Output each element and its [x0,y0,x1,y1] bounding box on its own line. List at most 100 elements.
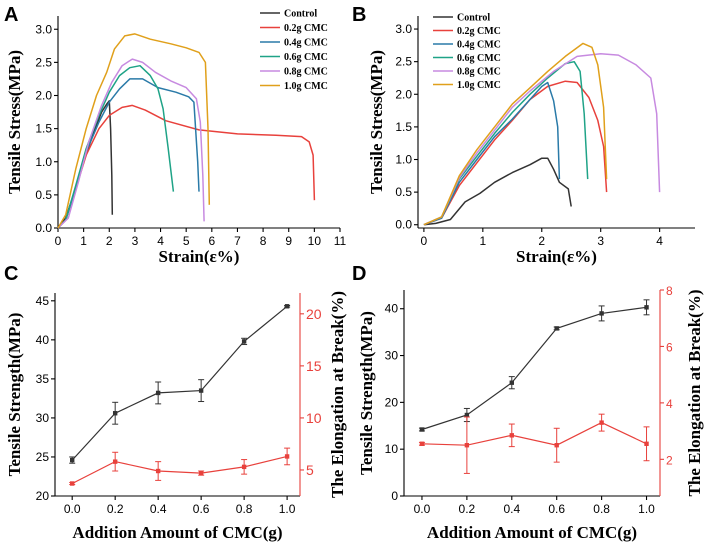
data-point-marker [419,441,425,446]
x-tick-label: 11 [334,234,347,248]
x-tick-label: 2 [106,234,113,248]
y2-axis-title: The Elongation at Break(%) [328,291,347,498]
y2-tick-label: 15 [306,358,322,374]
x-tick-label: 2 [538,234,545,248]
y-tick-label: 0.0 [395,218,412,232]
x-axis-title: Addition Amount of CMC(g) [427,523,637,542]
series-line-0-2g-cmc [423,80,608,226]
x-tick-label: 0.4 [503,502,520,516]
series-line-0-8g-cmc [423,53,661,226]
y-tick-label: 1.5 [35,122,52,136]
data-point-marker [112,411,118,416]
y-tick-label: 3.0 [35,22,52,36]
data-point-marker [241,464,247,470]
panel-letter-d: D [352,263,366,285]
series-line-strength [71,305,288,461]
y2-tick-label: 20 [306,306,322,322]
y-tick-label: 1.0 [395,153,412,167]
y-tick-label: 2.0 [395,87,412,101]
x-tick-label: 0.6 [548,502,565,516]
x-tick-label: 0.8 [236,502,253,516]
data-point-marker [644,441,649,446]
x-tick-label: 7 [234,234,241,248]
x-tick-label: 0 [421,234,428,248]
x-tick-label: 0.4 [150,502,167,516]
legend-entry: Control [457,13,490,24]
legend-entry: 0.2g CMC [284,23,328,34]
y-tick-label: 2.5 [35,55,52,69]
legend-entry: 0.8g CMC [284,67,328,78]
legend-entry: 0.4g CMC [284,38,328,49]
data-point-marker [554,443,559,448]
series-line-control [423,157,572,226]
y-tick-label: 35 [36,372,50,386]
series-line-elongation [71,455,288,485]
x-axis-title: Addition Amount of CMC(g) [72,523,282,542]
data-point-marker [284,304,290,309]
x-tick-label: 0.0 [414,502,431,516]
panel-letter-a: A [4,4,18,26]
y2-axis-title: The Elongation at Break(%) [685,289,704,496]
y-axis-title: Tensile Strength(MPa) [357,311,376,475]
y-tick-label: 30 [36,411,50,425]
y-tick-label: 0.0 [35,221,52,235]
series-line-0-4g-cmc [423,81,561,226]
x-tick-label: 0.2 [107,502,124,516]
data-point-marker [509,433,514,438]
y2-tick-label: 6 [666,340,673,354]
y-tick-label: 45 [36,294,50,308]
x-tick-label: 3 [132,234,139,248]
data-point-marker [509,380,514,385]
legend-entry: 0.2g CMC [457,26,501,37]
y-axis-title: Tensile Strength(MPa) [5,313,24,477]
x-tick-label: 4 [656,234,663,248]
y-tick-label: 40 [36,333,50,347]
y-tick-label: 0.5 [395,185,412,199]
y-tick-label: 20 [385,395,399,409]
y-tick-label: 3.0 [395,22,412,36]
y-tick-label: 2.0 [35,89,52,103]
legend-entry: 1.0g CMC [284,81,328,92]
chart-d: 0.0 0.2 0.4 0.6 0.8 1.0 0 10 20 30 40 Addition Amou… [357,284,704,542]
x-tick-label: 0 [55,234,62,248]
y-tick-label: 10 [385,442,399,456]
chart-c: 0.0 0.2 0.4 0.6 0.8 1.0 20 25 30 35 40 45 Addition A… [5,291,347,542]
data-point-marker [464,412,470,418]
data-point-marker [419,427,425,432]
y-tick-label: 25 [36,450,50,464]
series-line-control [57,100,114,229]
x-tick-label: 4 [157,234,164,248]
series-line-strength [421,306,647,431]
data-point-marker [284,454,290,459]
x-tick-label: 1 [479,234,486,248]
x-tick-label: 0.2 [459,502,476,516]
data-point-marker [155,468,161,474]
x-tick-label: 8 [260,234,267,248]
x-tick-label: 1.0 [638,502,655,516]
chart-layer: 0 1 2 3 4 5 6 7 8 9 10 110.00.51.01.52.02.53.0Strai… [5,9,704,543]
data-point-marker [241,339,247,344]
panel-letter-c: C [4,263,18,285]
data-point-marker [69,481,75,486]
legend-entry: 0.6g CMC [284,52,328,63]
data-point-marker [198,470,204,476]
y-axis-title: Tensile Stress(MPa) [367,50,386,194]
series-line-0-6g-cmc [57,64,175,229]
data-point-marker [198,388,204,393]
x-axis-title: Strain(ε%) [516,247,597,266]
chart-a: 0 1 2 3 4 5 6 7 8 9 10 11 0.0 0.5 1.0 1.5 2.0 2.5 3.0 Strai… [5,9,347,267]
x-tick-label: 10 [308,234,322,248]
panel-letter-b: B [352,4,366,26]
x-tick-label: 3 [597,234,604,248]
y-tick-label: 1.0 [35,155,52,169]
x-tick-label: 0.6 [193,502,210,516]
series-line-1-0g-cmc [57,33,211,229]
x-tick-label: 6 [208,234,215,248]
data-point-marker [112,459,118,464]
y2-tick-label: 5 [306,462,314,478]
y-tick-label: 0 [391,489,398,503]
x-tick-label: 0.8 [593,502,610,516]
y-tick-label: 30 [385,349,399,363]
